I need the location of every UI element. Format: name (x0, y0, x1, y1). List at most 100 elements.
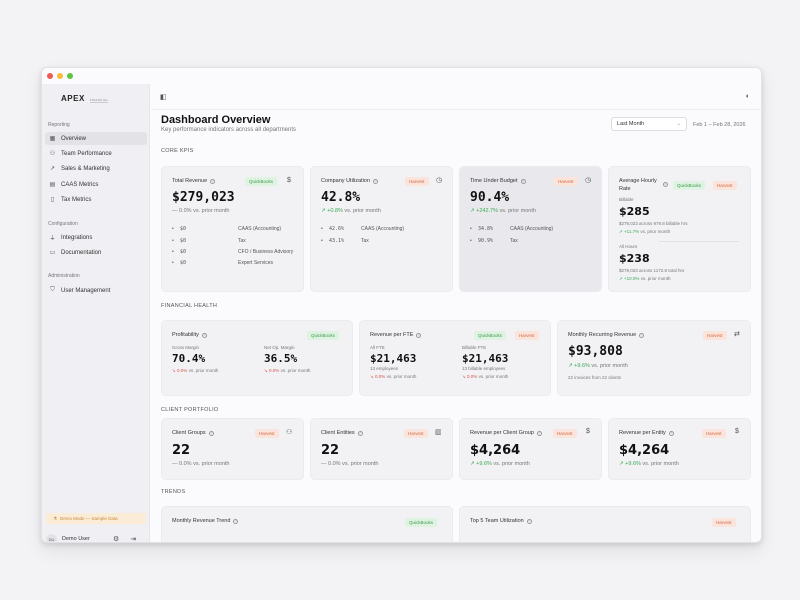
change-pct: +242.7% (476, 208, 499, 214)
nav-section-configuration: Configuration (48, 221, 78, 227)
chevron-down-icon: ⌄ (676, 121, 681, 127)
help-icon[interactable]: ? (208, 430, 214, 436)
titlebar (42, 68, 761, 84)
section-trends: TRENDS (161, 489, 186, 495)
breakdown-row: • 42.6% CAAS (Accounting) (321, 226, 405, 232)
card-title: Top 5 Team Utilization (470, 518, 524, 524)
page-title: Dashboard Overview (161, 114, 271, 126)
clipboard-icon: ▤ (49, 182, 56, 188)
all-fte-label: All FTE (370, 345, 385, 350)
demo-mode-banner: ⚗ Demo Mode — Sample Data (46, 513, 146, 524)
net-margin-change: ↘ 0.0% vs. prior month (264, 368, 310, 374)
mrr-note: 22 invoices from 22 clients (568, 375, 622, 380)
kpi-value: $4,264 (619, 443, 670, 458)
change-pct: 0.0% (177, 368, 188, 373)
net-margin-value: 36.5% (264, 352, 298, 365)
harvest-badge: Harvest (255, 429, 279, 438)
row-value: $0 (180, 249, 187, 255)
nav-label: Overview (61, 135, 87, 142)
sidebar-toggle-icon[interactable]: ◧ (160, 94, 167, 101)
top5-team-utilization-card: Top 5 Team Utilization? Harvest (459, 506, 751, 542)
help-icon[interactable]: ? (210, 178, 216, 184)
sidebar-item-caas-metrics[interactable]: ▤ CAAS Metrics (45, 178, 147, 191)
kpi-value: 22 (321, 443, 340, 458)
sidebar-item-integrations[interactable]: ⏚ Integrations (45, 231, 147, 244)
kpi-change: ↗ +0.8% vs. prior month (321, 208, 381, 214)
help-icon[interactable]: ? (639, 332, 645, 338)
mrr-card: Monthly Recurring Revenue? Harvest ⇄ $93… (557, 320, 751, 396)
row-value: $0 (180, 226, 187, 232)
harvest-badge: Harvest (713, 181, 737, 190)
trend-down-icon: ↘ (172, 368, 178, 373)
maximize-window-button[interactable] (67, 73, 73, 79)
help-icon[interactable]: ? (416, 332, 422, 338)
sidebar-item-documentation[interactable]: ▭ Documentation (45, 246, 147, 259)
logout-icon[interactable]: ⇥ (130, 536, 137, 543)
help-icon[interactable]: ? (201, 332, 207, 338)
minimize-window-button[interactable] (57, 73, 63, 79)
all-hours-note: $279,023 across 1172.8 total hrs (619, 268, 685, 273)
kpi-value: 22 (172, 443, 191, 458)
breakdown-row: • 34.8% CAAS (Accounting) (470, 226, 554, 232)
main-content: ◧ ◐ Dashboard Overview Key performance i… (151, 84, 761, 542)
row-value: $0 (180, 238, 187, 244)
row-label: Tax (238, 238, 246, 244)
building-icon: ▥ (435, 429, 442, 436)
change-text: vs. prior month (386, 374, 417, 379)
period-select[interactable]: Last Month ⌄ (611, 117, 687, 131)
gear-icon[interactable]: ⚙ (113, 536, 120, 543)
revenue-per-fte-card: Revenue per FTE? QuickBooks Harvest All … (359, 320, 551, 396)
section-client-portfolio: CLIENT PORTFOLIO (161, 407, 219, 413)
sidebar-item-sales-marketing[interactable]: ↗ Sales & Marketing (45, 162, 147, 175)
row-value: 43.1% (329, 238, 345, 244)
sidebar-item-tax-metrics[interactable]: ▯ Tax Metrics (45, 193, 147, 206)
trend-up-icon: ↗ (321, 208, 328, 214)
nav-label: Integrations (61, 234, 93, 241)
trend-up-icon: ↗ (619, 276, 625, 281)
trend-up-icon: ↗ (619, 461, 626, 467)
nav-label: Tax Metrics (61, 196, 92, 203)
change-pct: +9.6% (476, 461, 492, 467)
breakdown-row: • $0 CAAS (Accounting) (172, 226, 282, 232)
avatar[interactable]: DU (46, 533, 57, 542)
card-title: Monthly Revenue Trend (172, 518, 231, 524)
card-title: Time Under Budget (470, 178, 518, 184)
nav-label: User Management (61, 287, 111, 294)
help-icon[interactable]: ? (372, 178, 378, 184)
nav-label: Sales & Marketing (61, 165, 110, 172)
help-icon[interactable]: ? (536, 430, 542, 436)
logo-text: APEX (61, 94, 85, 103)
trend-up-icon: ↗ (568, 363, 575, 369)
billable-note: $279,023 across 979.8 billable hrs (619, 221, 688, 226)
row-label: CAAS (Accounting) (238, 226, 282, 232)
quickbooks-badge: QuickBooks (405, 518, 438, 527)
theme-toggle-icon[interactable]: ◐ (745, 93, 750, 100)
breakdown-row: • 43.1% Tax (321, 238, 369, 244)
help-icon[interactable]: ? (668, 430, 674, 436)
help-icon[interactable]: ? (357, 430, 363, 436)
client-entities-card: Client Entities? Harvest ▥ 22 — 0.0% vs.… (310, 418, 453, 480)
help-icon[interactable]: ? (520, 178, 526, 184)
change-text: vs. prior month (344, 208, 381, 214)
sidebar-item-overview[interactable]: ▦ Overview (45, 132, 147, 145)
topbar: ◧ ◐ (151, 84, 761, 110)
help-icon[interactable]: ? (233, 518, 239, 524)
help-icon[interactable]: ? (663, 182, 668, 187)
kpi-change: ↗ +9.6% vs. prior month (568, 363, 628, 369)
nav-section-administration: Administration (48, 273, 80, 279)
help-icon[interactable]: ? (526, 518, 532, 524)
dollar-icon: $ (287, 177, 291, 184)
sidebar-item-user-management[interactable]: ⛉ User Management (45, 284, 147, 297)
change-text: vs. prior month (478, 374, 509, 379)
card-title: Company Utilization (321, 178, 370, 184)
change-pct: +9.6% (625, 461, 641, 467)
change-text: vs. prior month (280, 368, 311, 373)
sidebar-item-team-performance[interactable]: ⚇ Team Performance (45, 147, 147, 160)
row-label: CAAS (Accounting) (361, 226, 405, 232)
revenue-per-client-group-card: Revenue per Client Group? Harvest $ $4,2… (459, 418, 602, 480)
kpi-change: ↗ +9.6% vs. prior month (619, 461, 679, 467)
close-window-button[interactable] (47, 73, 53, 79)
nav-label: Documentation (61, 249, 102, 256)
nav-label: Team Performance (61, 150, 112, 157)
section-core-kpis: CORE KPIS (161, 148, 194, 154)
